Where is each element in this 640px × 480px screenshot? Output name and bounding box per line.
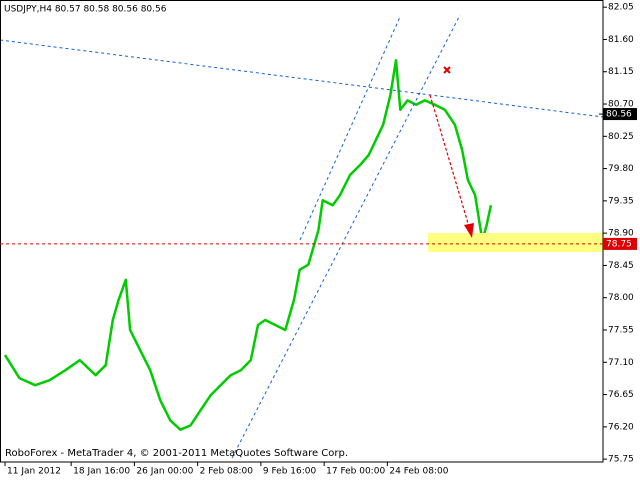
y-tick-label: 78.45 [608,261,634,271]
x-tick-label: 17 Feb 00:00 [326,467,385,477]
x-tick-label: 24 Feb 08:00 [389,467,448,477]
y-tick-label: 77.10 [608,358,634,368]
y-tick-label: 76.65 [608,390,634,400]
bid-label-box [603,108,637,121]
y-tick-label: 81.60 [608,35,634,45]
channel-line [299,16,401,241]
y-tick-label: 78.00 [608,293,634,303]
x-tick-label: 9 Feb 16:00 [263,467,317,477]
forecast-arrow [429,94,471,231]
y-tick-label: 77.55 [608,326,634,336]
cross-marker [443,66,451,74]
y-tick-label: 81.15 [608,67,634,77]
y-tick-label: 79.35 [608,196,634,206]
level-label-box [603,237,637,250]
plot-area [3,59,493,431]
level-label: 78.75 [606,239,632,249]
bid-label: 80.56 [606,110,632,120]
plot-frame [0,0,604,463]
x-tick-label: 26 Jan 00:00 [136,467,193,477]
y-tick-label: 82.05 [608,3,634,13]
y-tick-label: 76.20 [608,422,634,432]
x-tick-label: 11 Jan 2012 [7,467,61,477]
arrow-head [464,223,474,238]
y-tick-label: 80.25 [608,132,634,142]
y-tick-label: 75.75 [608,455,634,465]
x-tick-label: 2 Feb 08:00 [200,467,254,477]
x-tick-label: 18 Jan 16:00 [73,467,130,477]
y-tick-label: 78.90 [608,229,634,239]
footer: RoboForex - MetaTrader 4, © 2001-2011 Me… [5,448,348,459]
header: USDJPY,H4 80.57 80.58 80.56 80.56 [4,5,167,15]
y-tick-label: 79.80 [608,164,634,174]
support-zone [428,233,603,252]
channel-line [231,14,461,459]
trend-line [0,39,604,118]
price-line [3,59,493,431]
y-tick-label: 80.70 [608,100,634,110]
